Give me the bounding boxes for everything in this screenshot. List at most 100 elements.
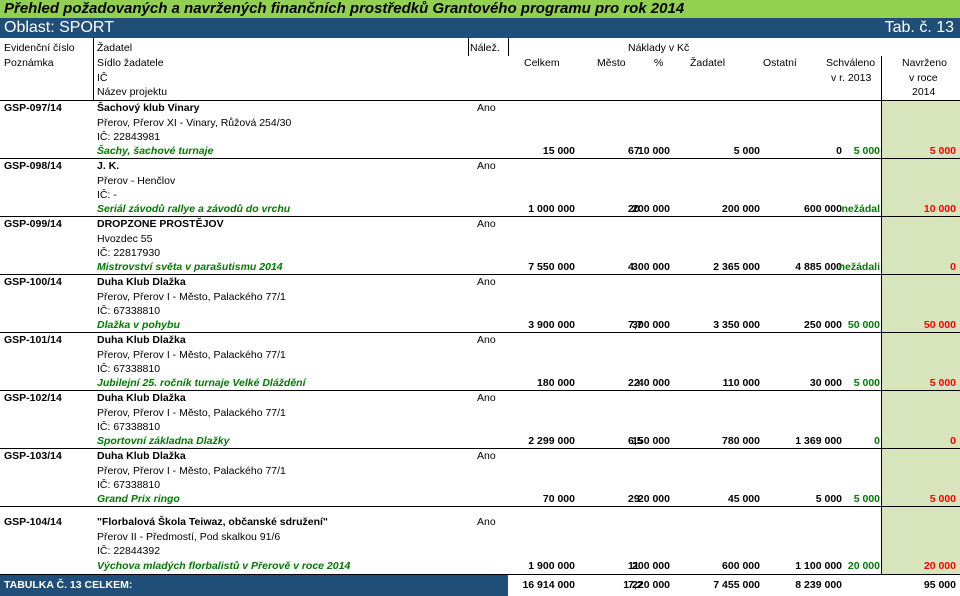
project-name: Šachy, šachové turnaje <box>97 145 214 157</box>
total-city: 1 220 000 <box>623 579 670 591</box>
evidence-number: GSP-103/14 <box>4 450 62 462</box>
header-zadatel: Žadatel <box>97 42 133 54</box>
header-nalez: Nálež. <box>470 42 500 54</box>
total-proposed: 95 000 <box>923 579 956 591</box>
cost-applicant: 2 365 000 <box>713 261 760 273</box>
cost-total: 2 299 000 <box>528 435 575 447</box>
evidence-number: GSP-098/14 <box>4 160 62 172</box>
cost-other: 4 885 000 <box>795 261 842 273</box>
applicant-name: DROPZONE PROSTĚJOV <box>97 218 224 230</box>
nalez-value: Ano <box>477 218 496 230</box>
proposed-2014: 50 000 <box>923 319 956 331</box>
applicant-ic: IČ: - <box>97 189 117 201</box>
total-cost: 16 914 000 <box>522 579 575 591</box>
applicant-address: Přerov, Přerov I - Město, Palackého 77/1 <box>97 291 286 303</box>
cost-city: 150 000 <box>632 435 670 447</box>
cost-city: 20 000 <box>637 493 670 505</box>
cost-total: 15 000 <box>542 145 575 157</box>
project-name: Mistrovství světa v parašutismu 2014 <box>97 261 283 273</box>
cost-applicant: 45 000 <box>727 493 760 505</box>
table-row: GSP-100/14 Duha Klub Dlažka Přerov, Přer… <box>0 274 960 332</box>
grid-line <box>468 38 469 56</box>
header-zadatel-amount: Žadatel <box>690 57 726 69</box>
header-poznamka: Poznámka <box>4 57 54 69</box>
grid-line <box>0 506 960 507</box>
evidence-number: GSP-099/14 <box>4 218 62 230</box>
subtitle-bar: Oblast: SPORT Tab. č. 13 <box>0 18 960 38</box>
proposed-column-highlight <box>881 100 960 575</box>
applicant-ic: IČ: 22844392 <box>97 545 161 557</box>
nalez-value: Ano <box>477 276 496 288</box>
cost-percent: 22 <box>628 377 640 389</box>
grid-line <box>0 216 960 217</box>
cost-city: 40 000 <box>637 377 670 389</box>
evidence-number: GSP-102/14 <box>4 392 62 404</box>
applicant-name: "Florbalová Škola Teiwaz, občanské sdruž… <box>97 516 328 528</box>
approved-2013: 20 000 <box>847 560 880 572</box>
cost-city: 10 000 <box>637 145 670 157</box>
applicant-ic: IČ: 22817930 <box>97 247 161 259</box>
grid-line <box>0 158 960 159</box>
proposed-2014: 10 000 <box>923 203 956 215</box>
applicant-address: Přerov, Přerov I - Město, Palackého 77/1 <box>97 465 286 477</box>
nalez-value: Ano <box>477 516 496 528</box>
table-row: GSP-103/14 Duha Klub Dlažka Přerov, Přer… <box>0 448 960 506</box>
applicant-address: Přerov, Přerov XI - Vinary, Růžová 254/3… <box>97 117 292 129</box>
applicant-address: Hvozdec 55 <box>97 233 153 245</box>
cost-total: 70 000 <box>542 493 575 505</box>
cost-percent: 7,7 <box>628 319 643 331</box>
total-applicant: 7 455 000 <box>713 579 760 591</box>
applicant-name: Duha Klub Dlažka <box>97 392 186 404</box>
cost-applicant: 200 000 <box>722 203 760 215</box>
cost-city: 200 000 <box>632 560 670 572</box>
cost-other: 30 000 <box>809 377 842 389</box>
applicant-name: Šachový klub Vinary <box>97 102 200 114</box>
header-navrzeno-year: 2014 <box>912 86 936 98</box>
header-ic: IČ <box>97 72 108 84</box>
header-schvaleno-year: v r. 2013 <box>831 72 872 84</box>
cost-total: 1 900 000 <box>528 560 575 572</box>
header-pct: % <box>654 57 664 69</box>
project-name: Sportovní základna Dlažky <box>97 435 230 447</box>
header-mesto: Město <box>597 57 626 69</box>
proposed-2014: 0 <box>950 261 956 273</box>
grid-line <box>93 38 94 100</box>
approved-2013: 50 000 <box>847 319 880 331</box>
nalez-value: Ano <box>477 334 496 346</box>
grid-line <box>0 332 960 333</box>
report-title: Přehled požadovaných a navržených finanč… <box>4 0 685 17</box>
cost-city: 200 000 <box>632 203 670 215</box>
project-name: Výchova mladých florbalistů v Přerově v … <box>97 560 351 572</box>
total-percent: 7,2 <box>628 579 643 591</box>
table-number: Tab. č. 13 <box>884 19 954 36</box>
evidence-number: GSP-101/14 <box>4 334 62 346</box>
header-naklady: Náklady v Kč <box>628 42 690 54</box>
cost-applicant: 3 350 000 <box>713 319 760 331</box>
area-label: Oblast: SPORT <box>4 19 114 36</box>
cost-applicant: 5 000 <box>733 145 760 157</box>
cost-applicant: 600 000 <box>722 560 760 572</box>
cost-percent: 29 <box>628 493 640 505</box>
approved-2013: nežádali <box>838 261 880 273</box>
applicant-address: Přerov - Henčlov <box>97 175 176 187</box>
grid-line <box>881 56 882 575</box>
table-row: GSP-098/14 J. K. Přerov - Henčlov IČ: - … <box>0 158 960 216</box>
grid-line <box>508 38 509 56</box>
header-sidlo: Sídlo žadatele <box>97 57 164 69</box>
table-row: GSP-104/14 "Florbalová Škola Teiwaz, obč… <box>0 506 960 574</box>
evidence-number: GSP-100/14 <box>4 276 62 288</box>
header-celkem: Celkem <box>524 57 560 69</box>
cost-percent: 11 <box>628 560 640 572</box>
table-row: GSP-099/14 DROPZONE PROSTĚJOV Hvozdec 55… <box>0 216 960 274</box>
grid-line <box>0 274 960 275</box>
evidence-number: GSP-097/14 <box>4 102 62 114</box>
evidence-number: GSP-104/14 <box>4 516 62 528</box>
project-name: Jubilejní 25. ročník turnaje Velké Dlážd… <box>97 377 306 389</box>
proposed-2014: 20 000 <box>923 560 956 572</box>
grid-line <box>0 574 960 575</box>
header-evid: Evidenční číslo <box>4 42 75 54</box>
nalez-value: Ano <box>477 450 496 462</box>
total-other: 8 239 000 <box>795 579 842 591</box>
approved-2013: nežádal <box>841 203 880 215</box>
